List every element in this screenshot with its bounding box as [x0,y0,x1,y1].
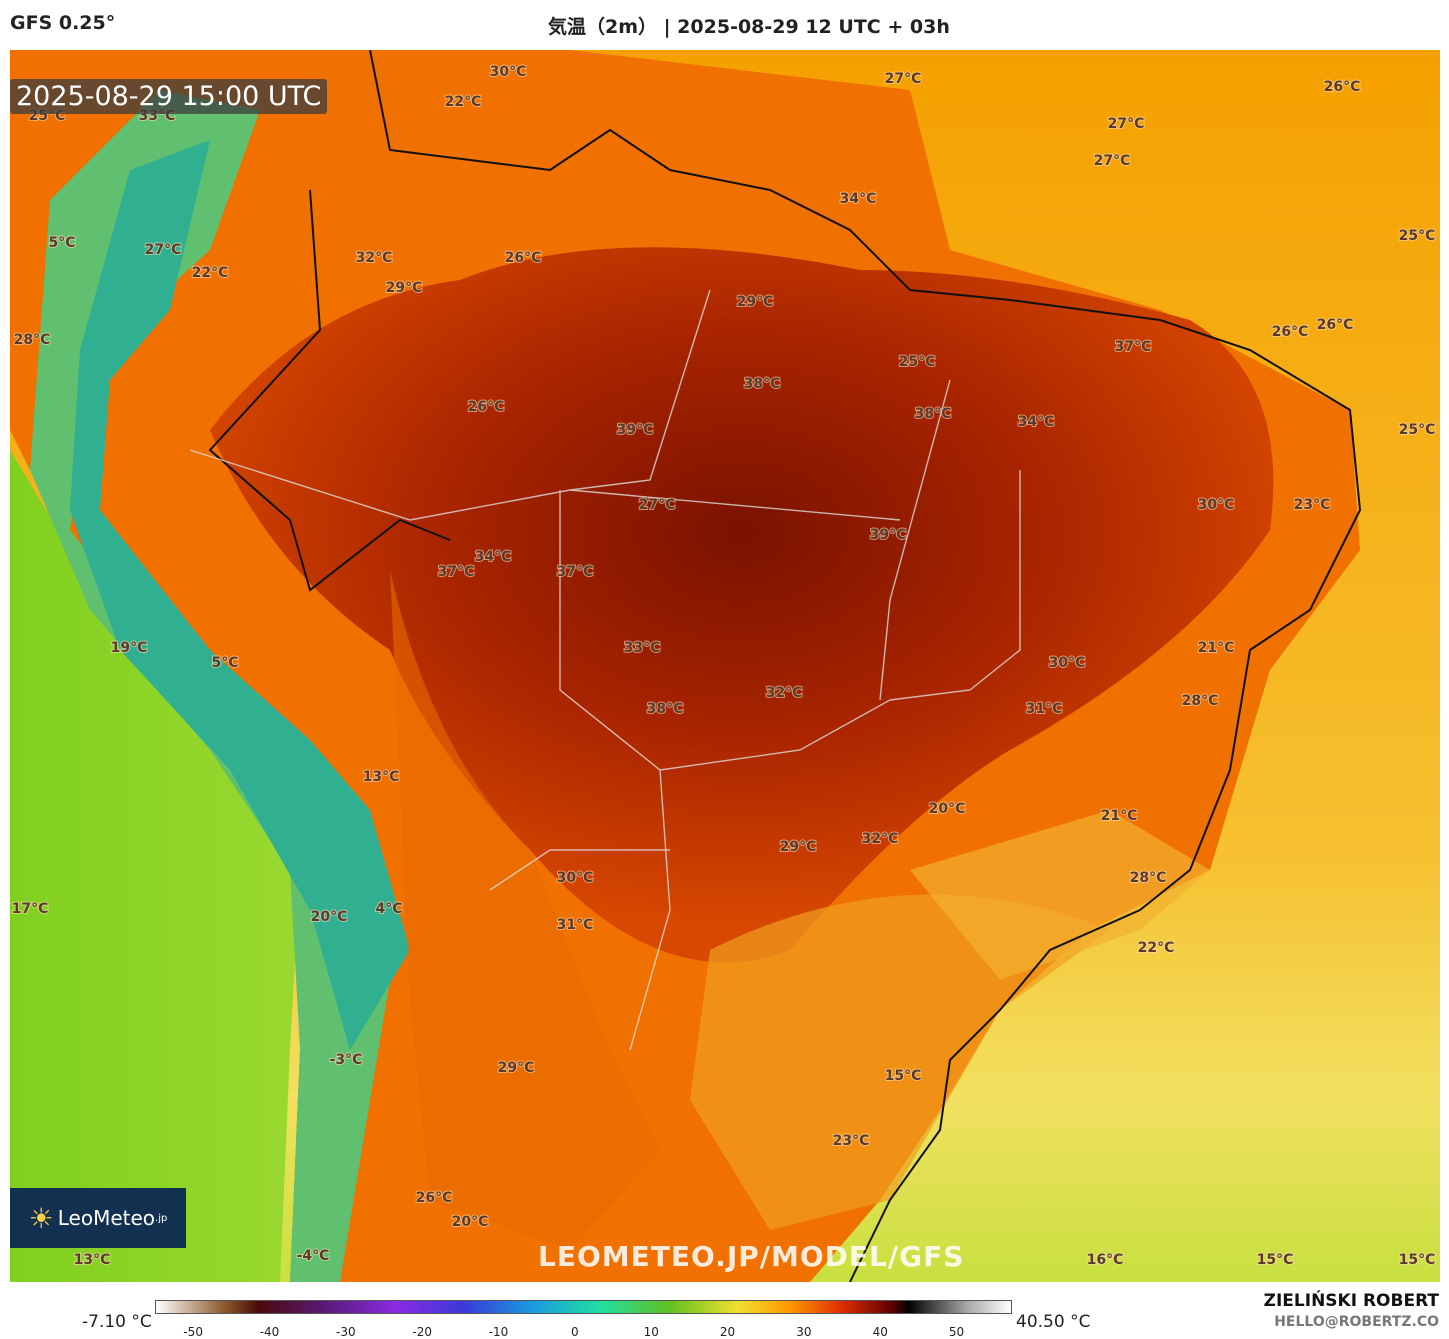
author: ZIELIŃSKI ROBERT [1263,1291,1439,1311]
temperature-label: 34°C [475,549,512,565]
temperature-label: 26°C [1272,324,1309,340]
temperature-label: 20°C [452,1214,489,1230]
logo: ☀ LeoMeteo .jp [10,1188,186,1248]
temperature-label: 15°C [885,1068,922,1084]
temperature-label: 26°C [1317,317,1354,333]
temperature-label: 13°C [363,769,400,785]
colorbar-tick: 30 [796,1325,812,1339]
timestamp: 2025-08-29 15:00 UTC [10,79,328,114]
temperature-label: 20°C [929,801,966,817]
temperature-label: 15°C [1399,1252,1436,1268]
temperature-label: 27°C [1108,116,1145,132]
temperature-label: 27°C [639,497,676,513]
temperature-label: 21°C [1198,640,1235,656]
temperature-label: 38°C [915,406,952,422]
temperature-label: 37°C [438,564,475,580]
temperature-label: 30°C [557,870,594,886]
temperature-label: 19°C [111,640,148,656]
temperature-label: 38°C [647,701,684,717]
temperature-label: 34°C [1018,414,1055,430]
temperature-label: 28°C [1130,870,1167,886]
colorbar-tick: 0 [571,1325,579,1339]
temperature-label: 27°C [1094,153,1131,169]
temperature-label: 26°C [505,250,542,266]
temperature-label: 39°C [617,422,654,438]
temperature-label: 26°C [468,399,505,415]
map-title: 気温（2m） | 2025-08-29 12 UTC + 03h [548,16,950,38]
colorbar-tick: -30 [336,1325,356,1339]
temperature-label: 32°C [356,250,393,266]
temperature-label: 23°C [1294,497,1331,513]
temperature-label: 5°C [48,235,75,251]
logo-suffix: .jp [155,1212,168,1224]
temperature-map: 30°C 22°C 25°C 33°C 27°C 26°C 27°C 27°C 34°C 25°C… [10,50,1440,1282]
colorbar-tick: 10 [643,1325,659,1339]
temperature-label: 37°C [1115,339,1152,355]
temperature-label: 31°C [557,917,594,933]
temperature-label: 22°C [1138,940,1175,956]
temperature-label: -4°C [297,1248,330,1264]
colorbar-max: 40.50 °C [1016,1312,1091,1332]
colorbar-tick: 50 [948,1325,965,1339]
temperature-label: 33°C [624,640,661,656]
temperature-label: 26°C [1324,79,1361,95]
temperature-label: 29°C [780,839,817,855]
temperature-label: 26°C [416,1190,453,1206]
email: HELLO@ROBERTZ.CO [1274,1314,1439,1330]
temperature-label: 32°C [766,685,803,701]
colorbar-tick: -40 [259,1325,280,1339]
temperature-label: 31°C [1026,701,1063,717]
temperature-label: 32°C [862,831,899,847]
temperature-label: 16°C [1087,1252,1124,1268]
temperature-label: 30°C [490,64,527,80]
temperature-label: 17°C [12,901,49,917]
temperature-label: 23°C [833,1133,870,1149]
temperature-label: 30°C [1049,655,1086,671]
temperature-label: 5°C [211,655,238,671]
temperature-label: 37°C [557,564,594,580]
colorbar-tick: -50 [183,1325,203,1339]
temperature-label: 29°C [498,1060,535,1076]
temperature-label: 27°C [885,71,922,87]
colorbar-min: -7.10 °C [82,1312,152,1332]
temperature-label: 27°C [145,242,182,258]
temperature-label: 20°C [311,909,348,925]
temperature-label: 39°C [870,527,907,543]
temperature-label: 29°C [386,280,423,296]
temperature-label: 25°C [1399,228,1436,244]
temperature-label: 21°C [1101,808,1138,824]
watermark: LEOMETEO.JP/MODEL/GFS [538,1240,965,1273]
temperature-label: 22°C [445,94,482,110]
temperature-label: 25°C [899,354,936,370]
temperature-label: 28°C [14,332,51,348]
colorbar-tick: -10 [488,1325,509,1339]
temperature-label: 4°C [375,901,402,917]
temperature-label: 28°C [1182,693,1219,709]
temperature-label: 22°C [192,265,229,281]
colorbar [155,1300,1012,1314]
temperature-label: 34°C [840,191,877,207]
colorbar-tick: 40 [872,1325,888,1339]
temperature-label: 15°C [1257,1252,1294,1268]
temperature-label: -3°C [330,1052,363,1068]
temperature-label: 30°C [1198,497,1235,513]
temperature-label: 29°C [737,294,774,310]
colorbar-tick: -20 [412,1325,432,1339]
model-name: GFS 0.25° [10,12,116,34]
temperature-label: 25°C [1399,422,1436,438]
colorbar-tick: 20 [719,1325,736,1339]
temperature-label: 13°C [74,1252,111,1268]
logo-name: LeoMeteo [57,1206,156,1230]
temperature-label: 38°C [744,376,781,392]
